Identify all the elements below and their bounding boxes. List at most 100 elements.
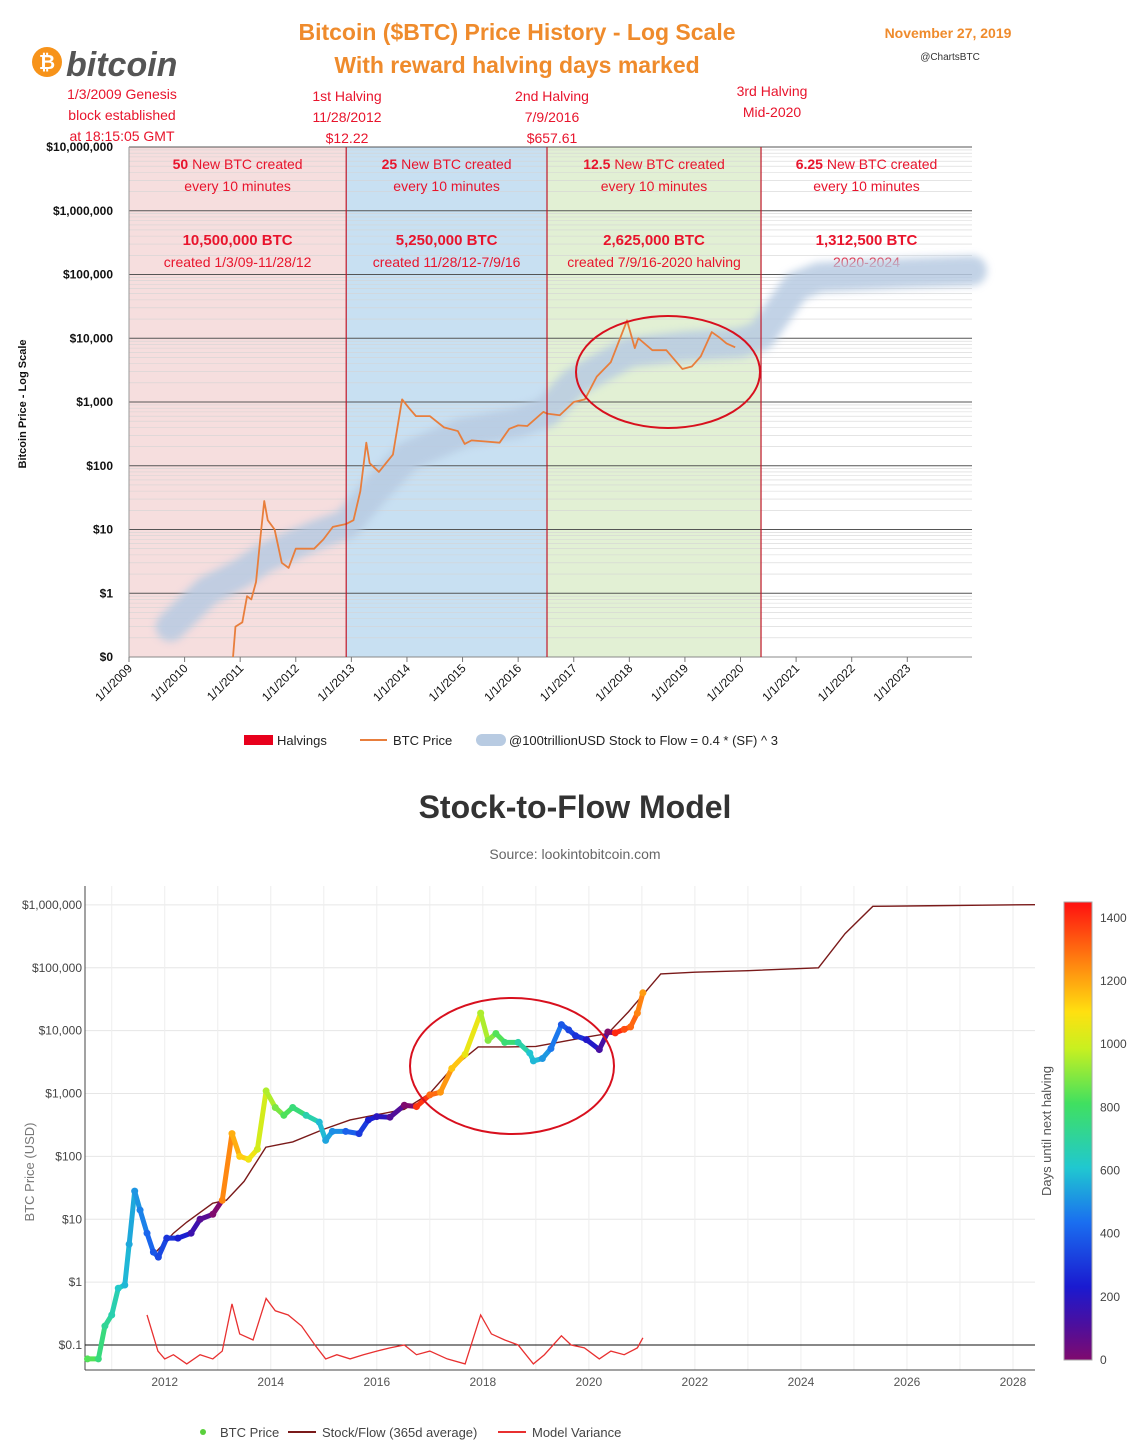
btc-price-point [477, 1009, 485, 1017]
btc-price-point [154, 1253, 162, 1261]
x-tick-label: 1/1/2015 [426, 661, 469, 704]
x-tick-label: 2014 [257, 1375, 284, 1389]
colorbar-tick-label: 600 [1100, 1163, 1120, 1177]
btc-price-point [529, 1057, 537, 1065]
x-tick-label: 1/1/2014 [370, 661, 413, 704]
btc-price-point [131, 1187, 139, 1195]
top-y-axis: $0 $1 $10 $100 $1,000 $10,000 $100,000 $1,000,0… [46, 140, 113, 664]
x-tick-label: 2012 [151, 1375, 178, 1389]
btc-price-point [143, 1229, 151, 1237]
btc-price-point [611, 1029, 619, 1037]
y-tick-label: $1 [69, 1275, 83, 1289]
bitcoin-logo: ₿ bitcoin [32, 46, 177, 84]
bottom-x-axis: 2012 2014 2016 2018 2020 2022 2024 2026 2028 [151, 1375, 1026, 1389]
x-tick-label: 1/1/2010 [148, 661, 191, 704]
top-chart-title: Bitcoin ($BTC) Price History - Log Scale [298, 19, 735, 45]
btc-price-point [461, 1050, 469, 1058]
btc-price-segment [254, 1088, 269, 1152]
btc-price-point [322, 1136, 330, 1144]
y-tick-label: $10 [62, 1212, 82, 1226]
legend-swatch-s2f [476, 734, 506, 746]
y-tick-label: $1 [100, 586, 114, 600]
legend-swatch-price [200, 1429, 206, 1435]
bitcoin-coin-icon [32, 47, 62, 77]
x-tick-label: 2026 [894, 1375, 921, 1389]
btc-price-point [571, 1032, 579, 1040]
era-reward-amount: 25 [382, 156, 398, 172]
colorbar-tick-label: 1000 [1100, 1037, 1127, 1051]
btc-price-segment [634, 990, 646, 1016]
x-tick-label: 1/1/2020 [704, 661, 747, 704]
y-tick-label: $10 [93, 523, 113, 537]
x-tick-label: 1/1/2011 [204, 661, 247, 704]
btc-price-point [426, 1091, 434, 1099]
btc-price-point [280, 1111, 288, 1119]
era-reward-amount: 6.25 [796, 156, 823, 172]
btc-price-point [271, 1103, 279, 1111]
btc-price-point [639, 989, 647, 997]
era-reward-text: New BTC created [823, 156, 937, 172]
x-tick-label: 1/1/2019 [648, 661, 691, 704]
btc-price-point [328, 1127, 336, 1135]
btc-price-segment [137, 1207, 150, 1236]
legend-label: Stock/Flow (365d average) [322, 1425, 477, 1440]
btc-price-point [412, 1103, 420, 1111]
colorbar-tick-label: 200 [1100, 1290, 1120, 1304]
event-label-line: Mid-2020 [743, 104, 802, 120]
colorbar-tick-label: 800 [1100, 1100, 1120, 1114]
btc-price-segment [126, 1188, 138, 1247]
y-tick-label: $100,000 [32, 961, 82, 975]
event-label-line: at 18:15:05 GMT [69, 128, 175, 144]
btc-price-segment [462, 1010, 484, 1057]
bottom-chart-title: Stock-to-Flow Model [419, 789, 732, 825]
era-period: created 7/9/16-2020 halving [567, 254, 741, 270]
x-tick-label: 2024 [788, 1375, 815, 1389]
bitcoin-symbol: ₿ [39, 52, 55, 74]
btc-price-point [228, 1130, 236, 1138]
btc-price-point [253, 1145, 261, 1153]
legend-label: Model Variance [532, 1425, 621, 1440]
btc-price-point [315, 1118, 323, 1126]
era-interval: every 10 minutes [813, 178, 920, 194]
event-labels: 1/3/2009 Genesis block established at 18:1… [67, 83, 807, 146]
series-line-btc-price [232, 319, 736, 658]
btc-price-point [526, 1049, 534, 1057]
colorbar-tick-label: 400 [1100, 1227, 1120, 1241]
btc-price-point [302, 1111, 310, 1119]
btc-price-point [633, 1009, 641, 1017]
btc-price-point [547, 1045, 555, 1053]
top-legend: Halvings BTC Price @100trillionUSD Stock t… [244, 733, 778, 748]
era-reward-amount: 50 [173, 156, 189, 172]
btc-price-point [538, 1055, 546, 1063]
colorbar-tick-label: 1400 [1100, 911, 1127, 925]
x-tick-label: 1/1/2018 [593, 661, 636, 704]
era-reward-text: New BTC created [397, 156, 511, 172]
btc-price-point [557, 1021, 565, 1029]
btc-price-point [101, 1322, 109, 1330]
event-label-line: 11/28/2012 [312, 109, 381, 125]
btc-price-point [209, 1210, 217, 1218]
btc-price-point [436, 1088, 444, 1096]
btc-price-point [196, 1215, 204, 1223]
btc-price-point [400, 1101, 408, 1109]
btc-price-point [218, 1196, 226, 1204]
colorbar: 0 200 400 600 800 1000 1200 1400 [1063, 901, 1127, 1367]
bottom-series [83, 903, 1036, 1365]
era-period: created 11/28/12-7/9/16 [373, 254, 521, 270]
x-tick-label: 2020 [576, 1375, 603, 1389]
event-label-line: 2nd Halving [515, 88, 589, 104]
era-total: 10,500,000 BTC [183, 232, 293, 249]
btc-price-point [94, 1355, 102, 1363]
event-label-line: $12.22 [326, 130, 369, 146]
event-label-line: 1/3/2009 Genesis [67, 86, 177, 102]
era-total: 2,625,000 BTC [603, 232, 705, 249]
x-tick-label: 1/1/2021 [759, 661, 802, 704]
event-label-line: $657.61 [527, 130, 578, 146]
author-handle: @ChartsBTC [920, 52, 980, 63]
era-reward-line: 6.25 New BTC created [796, 156, 938, 172]
era-interval: every 10 minutes [393, 178, 500, 194]
btc-price-point [514, 1038, 522, 1046]
x-tick-label: 1/1/2017 [537, 661, 580, 704]
btc-price-point [595, 1046, 603, 1054]
series-line-stock-to-flow [155, 255, 987, 642]
